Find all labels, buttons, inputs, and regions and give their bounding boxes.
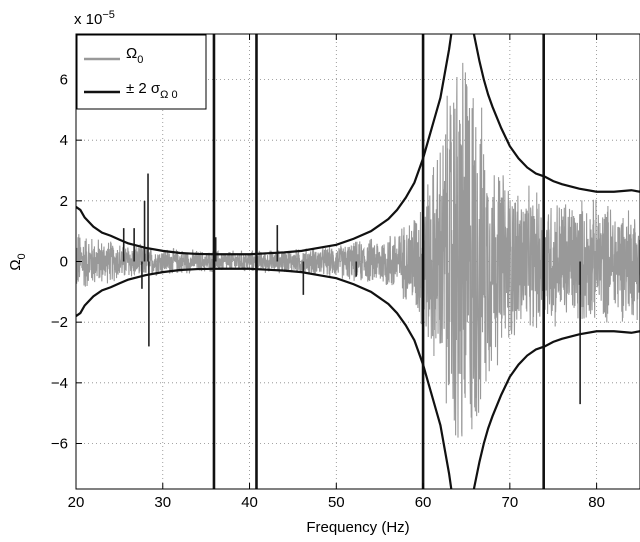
omega0-line	[76, 62, 640, 438]
legend-label-omega0: Ω0	[126, 45, 143, 66]
lower-bound-line	[76, 267, 640, 489]
y-tick-label: 6	[60, 72, 68, 89]
x-tick-label: 40	[241, 494, 258, 511]
y-tick-label: 2	[60, 193, 68, 210]
y-tick-label: 0	[60, 254, 68, 271]
svg-text:Ω0: Ω0	[7, 253, 28, 270]
x-axis-title: Frequency (Hz)	[306, 519, 409, 536]
two-sigma-bounds-series	[76, 34, 640, 489]
x-tick-label: 60	[415, 494, 432, 511]
x-tick-label: 20	[68, 494, 85, 511]
legend: Ω0 ± 2 σΩ 0	[76, 34, 207, 110]
axis-ticks: 20 30 40 50 60 70 80 −6 −4 −2 0 2 4 6	[51, 34, 605, 511]
legend-box	[76, 34, 207, 110]
y-tick-label: −6	[51, 436, 68, 453]
x-tick-label: 50	[328, 494, 345, 511]
x-tick-label: 70	[502, 494, 519, 511]
upper-bound-line	[76, 34, 640, 256]
y-axis-title: Ω0	[7, 253, 28, 270]
legend-label-two-sigma: ± 2 σΩ 0	[126, 80, 178, 101]
x-tick-label: 80	[588, 494, 605, 511]
y-exponent-label: x 10−5	[74, 9, 115, 28]
vertical-lines	[212, 34, 545, 489]
y-tick-label: −4	[51, 375, 68, 392]
y-tick-label: −2	[51, 314, 68, 331]
y-tick-label: 4	[60, 132, 68, 149]
x-tick-label: 30	[154, 494, 171, 511]
